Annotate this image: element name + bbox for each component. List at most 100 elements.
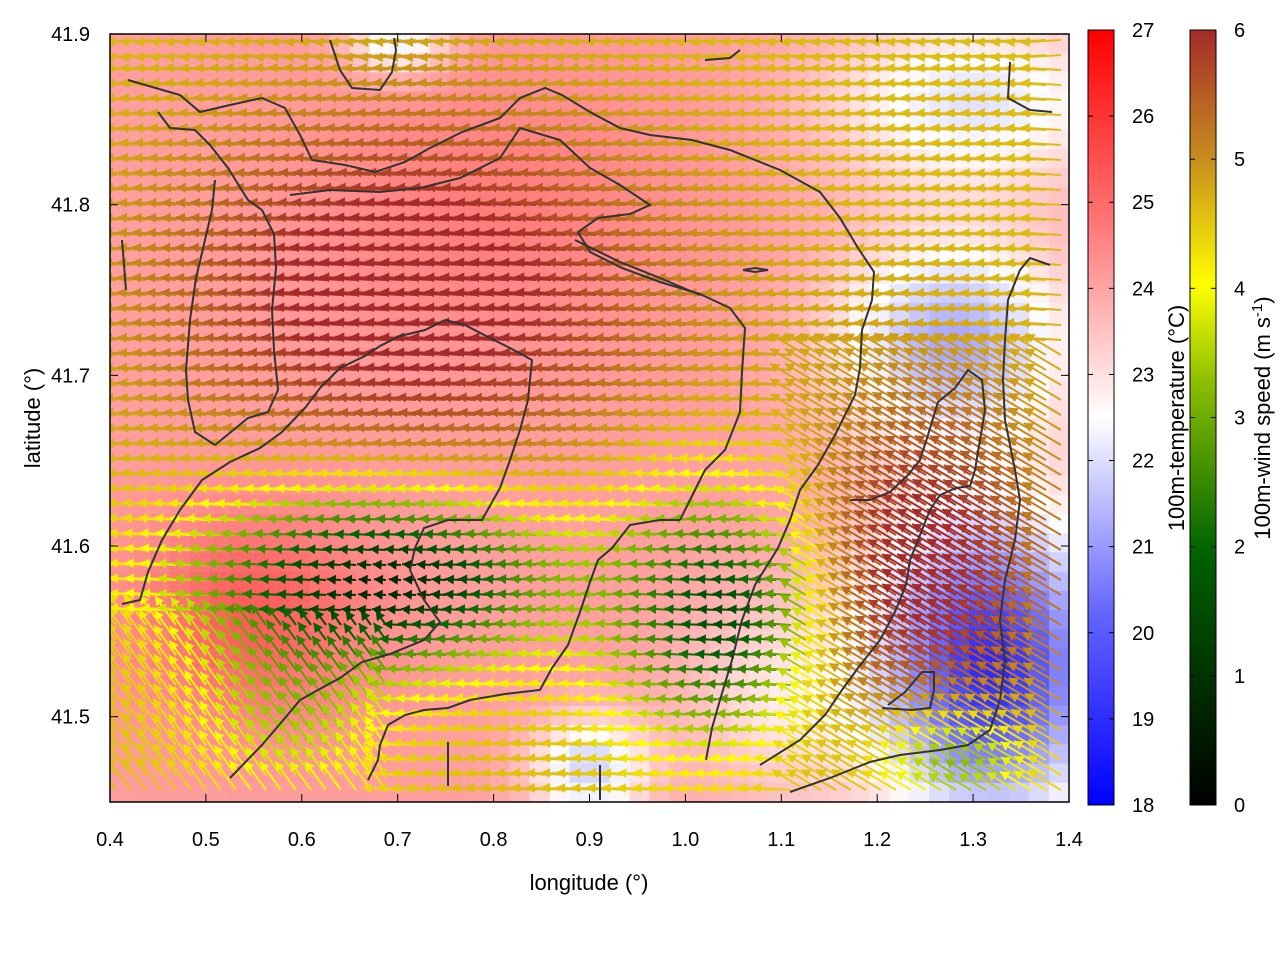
- wind-arrow-head: [110, 743, 117, 752]
- wind-arrow-head: [190, 197, 200, 208]
- wind-arrow-head: [75, 93, 84, 103]
- wind-arrow-head: [283, 607, 293, 618]
- wind-arrow-head: [279, 662, 289, 673]
- wind-arrow-head: [322, 544, 332, 555]
- heat-cell: [529, 398, 551, 419]
- wind-arrow-head: [306, 733, 316, 744]
- heat-cell: [110, 264, 131, 285]
- wind-arrow-head: [175, 227, 185, 238]
- wind-arrow-head: [371, 604, 381, 615]
- heat-cell: [130, 552, 151, 573]
- wind-arrow-head: [261, 733, 271, 744]
- wind-arrow-head: [276, 604, 286, 615]
- wind-arrow-head: [137, 742, 147, 754]
- wind-arrow-head: [110, 347, 113, 358]
- wind-arrow-head: [175, 332, 185, 343]
- heat-cell: [829, 782, 851, 802]
- heat-cell: [1049, 437, 1069, 458]
- wind-arrow-head: [365, 701, 375, 712]
- wind-arrow-head: [119, 78, 130, 88]
- heat-cell: [249, 552, 271, 573]
- heat-cell: [789, 226, 811, 246]
- wind-arrow-head: [184, 670, 195, 681]
- wind-arrow-head: [257, 468, 267, 479]
- wind-arrow-head: [375, 610, 386, 622]
- wind-arrow-head: [152, 743, 163, 754]
- wind-arrow-head: [335, 332, 345, 343]
- wind-arrow-head: [342, 589, 352, 600]
- heat-cell: [169, 130, 191, 150]
- wind-arrow-head: [222, 543, 232, 554]
- heat-cell: [669, 706, 691, 726]
- heat-cell: [649, 226, 671, 246]
- wind-arrow-head: [310, 589, 320, 600]
- heat-cell: [629, 456, 651, 477]
- wind-arrow-head: [317, 468, 328, 479]
- wind-arrow-head: [88, 273, 97, 283]
- wind-arrow-head: [220, 182, 230, 193]
- wind-arrow-head: [88, 288, 97, 298]
- heat-cell: [469, 341, 491, 362]
- wind-arrow-head: [233, 347, 243, 358]
- wind-arrow-head: [234, 377, 244, 388]
- heat-cell: [1049, 533, 1069, 554]
- wind-arrow-head: [278, 690, 288, 701]
- wind-arrow-head: [146, 347, 157, 358]
- wind-arrow-head: [204, 528, 214, 539]
- wind-arrow-head: [280, 407, 290, 418]
- wind-arrow-head: [253, 77, 263, 88]
- wind-arrow-head: [185, 656, 195, 667]
- wind-arrow-head: [328, 62, 338, 73]
- wind-arrow-head: [255, 453, 265, 463]
- wind-arrow-head: [264, 661, 274, 672]
- wind-arrow-head: [146, 332, 156, 343]
- heat-cell: [209, 264, 231, 285]
- wind-arrow-head: [78, 573, 87, 583]
- wind-arrow-head: [235, 603, 245, 614]
- wind-arrow-head: [90, 37, 99, 47]
- wind-arrow-head: [319, 761, 330, 772]
- wind-arrow-head: [205, 543, 216, 554]
- wind-arrow-head: [321, 732, 331, 743]
- wind-arrow-head: [110, 483, 116, 493]
- wind-arrow-head: [134, 438, 144, 448]
- wind-arrow-head: [123, 653, 133, 664]
- wind-arrow-head: [90, 423, 99, 433]
- wind-arrow-head: [191, 182, 201, 193]
- wind-arrow-head: [150, 37, 160, 47]
- wind-arrow-head: [356, 107, 366, 118]
- wind-arrow-head: [239, 62, 249, 73]
- wind-arrow-head: [249, 167, 260, 178]
- heat-cell: [469, 686, 491, 707]
- wind-arrow-head: [326, 589, 336, 600]
- heat-cell: [869, 226, 890, 246]
- wind-arrow-head: [207, 137, 217, 148]
- wind-arrow-head: [350, 212, 360, 223]
- wind-arrow-head: [89, 198, 98, 208]
- wind-arrow-head: [290, 287, 300, 298]
- wind-arrow-head: [206, 407, 217, 418]
- wind-arrow-head: [314, 453, 325, 463]
- wind-arrow-head: [200, 657, 211, 668]
- wind-arrow-head: [189, 242, 199, 253]
- heat-cell: [389, 514, 411, 534]
- heat-cell: [189, 341, 211, 362]
- wind-arrow-head: [248, 660, 258, 671]
- heat-cell: [709, 648, 731, 669]
- heat-cell: [469, 571, 491, 592]
- wind-arrow-head: [237, 422, 247, 433]
- wind-arrow-head: [275, 761, 285, 772]
- wind-arrow-head: [211, 468, 221, 479]
- wind-arrow-head: [178, 422, 188, 433]
- wind-arrow-head: [260, 287, 271, 298]
- wind-arrow-head: [197, 483, 208, 494]
- heat-cell: [549, 610, 571, 630]
- heat-cell: [449, 533, 471, 554]
- wind-arrow-head: [139, 595, 149, 606]
- wind-arrow-head: [335, 347, 345, 358]
- heat-cell: [889, 206, 910, 227]
- wind-arrow-head: [327, 437, 337, 448]
- heat-cell: [549, 706, 571, 726]
- wind-arrow-head: [342, 574, 353, 585]
- heat-cell: [809, 91, 831, 112]
